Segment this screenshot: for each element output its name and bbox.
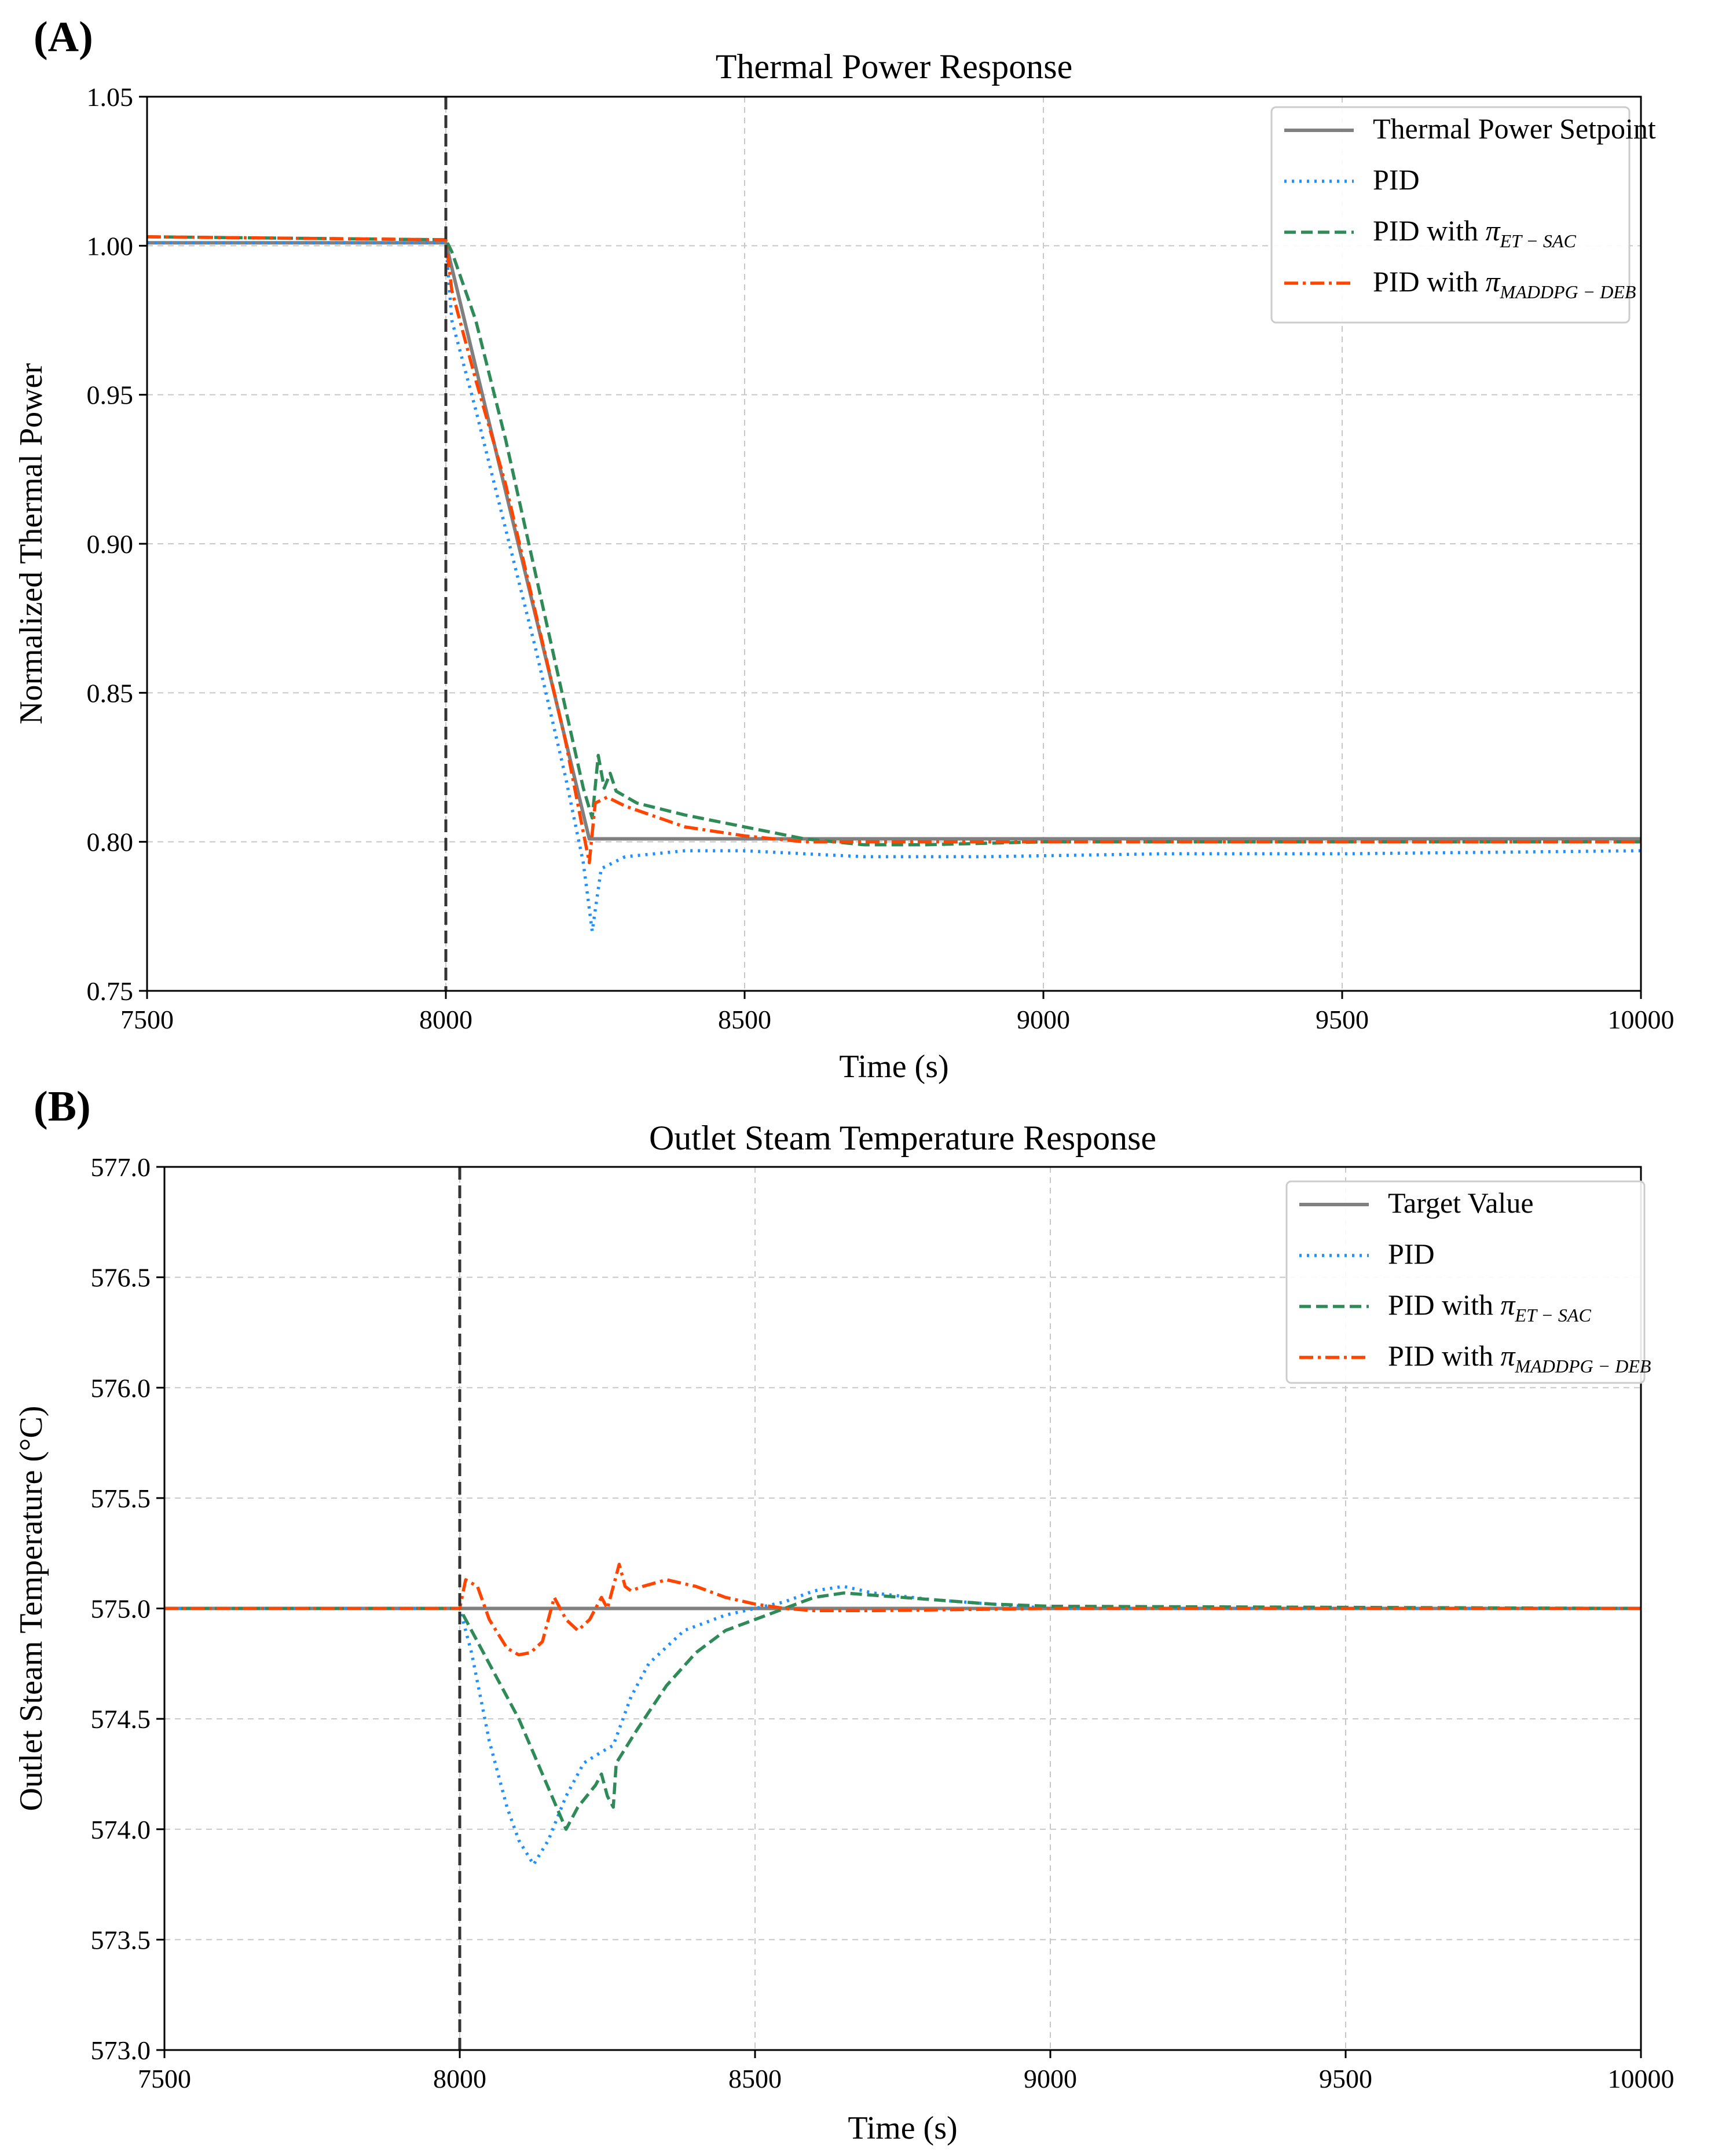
chart-title: Outlet Steam Temperature Response — [649, 1119, 1156, 1157]
x-axis-label: Time (s) — [848, 2110, 957, 2146]
x-tick-label: 7500 — [138, 2064, 191, 2093]
y-tick-label: 0.85 — [87, 678, 134, 708]
y-tick-label: 574.0 — [91, 1815, 151, 1844]
x-tick-label: 9000 — [1024, 2064, 1077, 2093]
legend-label-3: PID with πMADDPG − DEB — [1373, 265, 1636, 302]
y-axis-label: Normalized Thermal Power — [13, 363, 49, 724]
y-tick-label: 1.00 — [87, 231, 134, 261]
panel-label: (B) — [34, 1083, 91, 1130]
x-tick-label: 9000 — [1017, 1005, 1070, 1034]
legend-label-3: PID with πMADDPG − DEB — [1388, 1339, 1651, 1377]
legend-box — [1270, 106, 1631, 324]
legend-label-0: Target Value — [1388, 1187, 1534, 1219]
panel-b: 7500 8000 8500 9000 9500 10000 573.0 573.5 574.0… — [13, 1083, 1675, 2146]
x-tick-label: 10000 — [1608, 1005, 1675, 1034]
panel-label: (A) — [34, 13, 93, 61]
x-axis-label: Time (s) — [839, 1049, 948, 1085]
series-line-1 — [147, 241, 1641, 933]
y-tick-label: 575.0 — [91, 1594, 151, 1624]
x-tick-label: 8500 — [718, 1005, 771, 1034]
series-line-0 — [147, 241, 1641, 841]
legend-label-0: Thermal Power Setpoint — [1373, 112, 1656, 145]
y-tick-label: 573.5 — [91, 1925, 151, 1954]
y-tick-label: 576.0 — [91, 1373, 151, 1403]
series-group — [164, 1562, 1641, 1866]
y-tick-label: 0.90 — [87, 529, 134, 559]
legend-label-2: PID with πET − SAC — [1388, 1289, 1591, 1326]
x-tick-label: 9500 — [1316, 1005, 1369, 1034]
panel-a: 7500 8000 8500 9000 9500 10000 0.75 0.80 0.85 0.9… — [13, 13, 1675, 1085]
series-line-2 — [147, 235, 1641, 847]
legend: Target Value PID PID with πET − SAC PID wit… — [1285, 1180, 1651, 1384]
y-tick-label: 575.5 — [91, 1484, 151, 1513]
series-line-1 — [164, 1584, 1641, 1866]
chart-title: Thermal Power Response — [716, 47, 1073, 86]
series-line-3 — [147, 235, 1641, 865]
y-tick-label: 0.95 — [87, 380, 134, 410]
y-tick-label: 577.0 — [91, 1152, 151, 1182]
series-line-2 — [164, 1591, 1641, 1831]
y-tick-label: 0.80 — [87, 828, 134, 857]
x-tick-label: 8000 — [419, 1005, 472, 1034]
legend-box — [1285, 1180, 1646, 1384]
legend-label-2: PID with πET − SAC — [1373, 214, 1576, 251]
x-tick-label: 7500 — [120, 1005, 174, 1034]
x-tick-label: 8000 — [433, 2064, 486, 2093]
y-axis-label: Outlet Steam Temperature (°C) — [13, 1405, 49, 1811]
y-tick-label: 0.75 — [87, 976, 134, 1006]
series-group — [147, 235, 1641, 933]
x-tick-label: 8500 — [728, 2064, 782, 2093]
series-line-3 — [164, 1562, 1641, 1657]
y-tick-label: 573.0 — [91, 2036, 151, 2065]
x-tick-label: 9500 — [1319, 2064, 1372, 2093]
legend: Thermal Power Setpoint PID PID with πET − … — [1270, 106, 1656, 324]
y-tick-label: 574.5 — [91, 1704, 151, 1734]
y-tick-label: 576.5 — [91, 1263, 151, 1293]
legend-label-1: PID — [1373, 163, 1420, 196]
legend-label-1: PID — [1388, 1238, 1435, 1270]
x-tick-label: 10000 — [1608, 2064, 1675, 2093]
y-tick-label: 1.05 — [87, 82, 134, 112]
